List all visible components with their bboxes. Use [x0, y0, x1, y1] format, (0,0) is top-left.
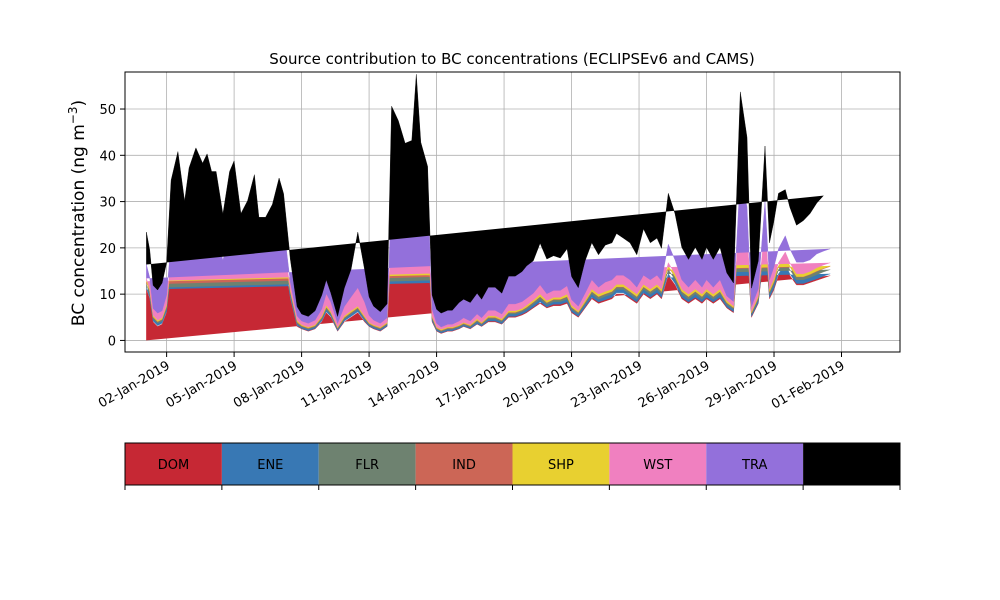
legend-swatch-tra [706, 443, 804, 485]
legend-swatch-dom [125, 443, 222, 485]
legend-label-flr: FLR [355, 458, 379, 473]
legend-swatch-flr [318, 443, 416, 485]
plot-frame [124, 71, 901, 353]
legend-label-dom: DOM [158, 458, 189, 473]
stacked-areas [146, 74, 831, 341]
legend-label-ene: ENE [257, 458, 283, 473]
y-axis-label: BC concentration (ng m−3) [66, 100, 89, 326]
legend-swatch-bb [803, 443, 900, 485]
y-tick-label: 20 [99, 242, 116, 257]
y-tick-label: 40 [99, 149, 116, 164]
y-axis-ticks: 0 10 20 30 40 50 [99, 103, 125, 349]
y-tick-label: 30 [99, 196, 116, 211]
y-axis-label-main: BC concentration (ng m [69, 124, 89, 326]
legend-swatch-wst [609, 443, 707, 485]
legend-label-tra: TRA [741, 458, 767, 473]
y-axis-label-superscript: −3 [66, 106, 80, 124]
legend-label-wst: WST [643, 458, 672, 473]
legend-label-shp: SHP [548, 458, 574, 473]
y-tick-label: 50 [99, 103, 116, 118]
legend-label-ind: IND [452, 458, 476, 473]
area-bb [146, 74, 824, 318]
legend-colorbar: DOM ENE FLR IND SHP WST TRA BB [124, 442, 901, 490]
legend-label-bb: BB [843, 458, 861, 473]
legend-swatch-shp [512, 443, 610, 485]
chart-title: Source contribution to BC concentrations… [269, 50, 754, 68]
y-tick-label: 10 [99, 288, 116, 303]
legend-swatch-ind [415, 443, 513, 485]
y-axis-label-close: ) [69, 100, 89, 107]
legend-swatch-ene [221, 443, 319, 485]
y-tick-label: 0 [108, 334, 116, 349]
